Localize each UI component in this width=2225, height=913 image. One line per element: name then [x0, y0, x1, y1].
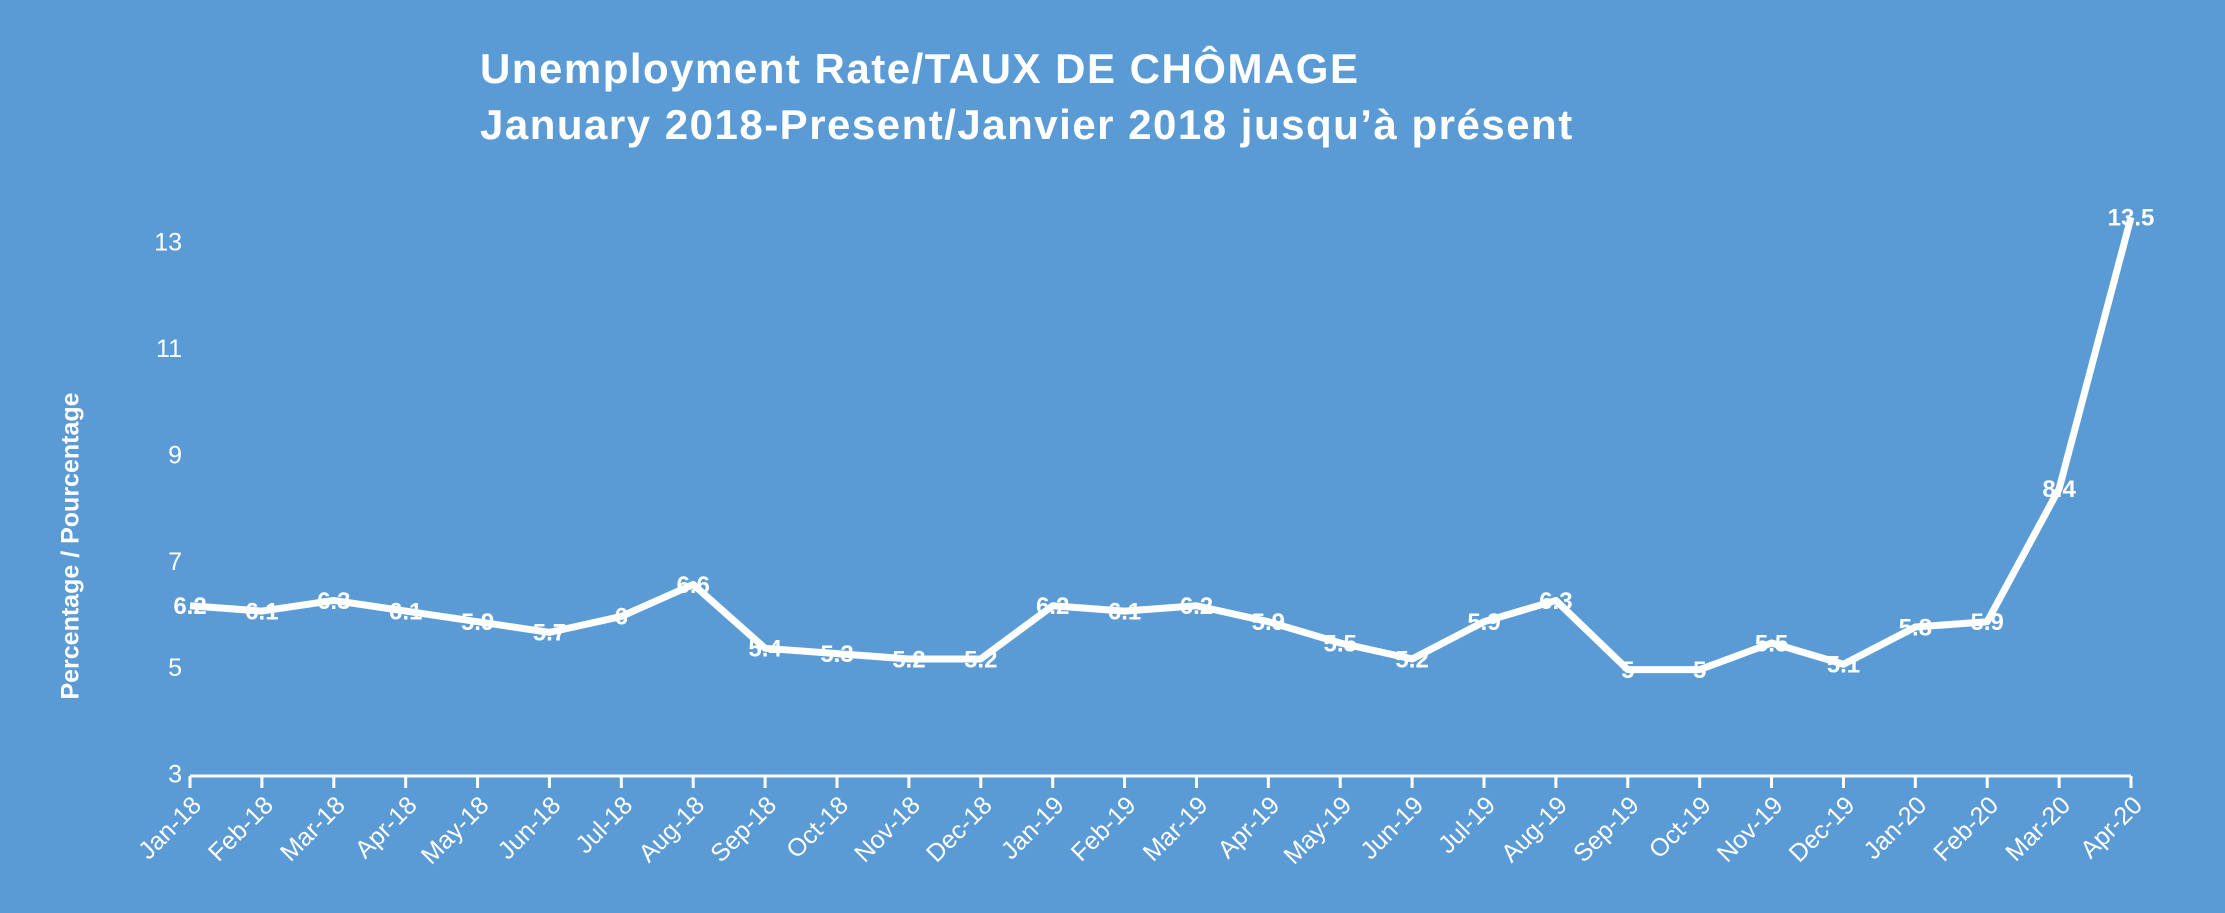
y-tick-label: 11 [156, 335, 182, 363]
data-label: 6.1 [389, 598, 422, 625]
y-tick-label: 5 [168, 654, 182, 682]
line-series [189, 216, 2135, 674]
data-label: 5.4 [748, 636, 782, 663]
y-tick-label: 3 [168, 761, 182, 789]
data-label: 5.2 [1395, 646, 1428, 673]
data-label: 5.2 [892, 646, 925, 673]
data-label: 8.4 [2042, 476, 2076, 503]
data-label: 5.7 [533, 620, 566, 647]
data-label: 6 [615, 604, 628, 631]
data-label: 6.3 [1539, 588, 1572, 615]
data-label: 5.1 [1827, 652, 1860, 679]
chart-subtitle: January 2018-Present/Janvier 2018 jusqu’… [480, 101, 1574, 148]
y-axis-label: Percentage / Pourcentage [57, 392, 85, 699]
y-tick-label: 7 [168, 548, 182, 576]
y-tick-label: 13 [154, 229, 182, 257]
data-label: 5 [1621, 657, 1634, 684]
data-label: 6.2 [1180, 593, 1213, 620]
data-label: 5.3 [820, 641, 853, 668]
data-label: 6.1 [1108, 598, 1141, 625]
data-label: 5.9 [1252, 609, 1285, 636]
y-tick-label: 9 [168, 441, 182, 469]
data-label: 6.2 [1036, 593, 1069, 620]
data-label: 5.5 [1755, 630, 1788, 657]
data-label: 6.1 [245, 598, 278, 625]
data-label: 5.9 [461, 609, 494, 636]
data-label: 5.2 [964, 646, 997, 673]
data-label: 5.5 [1324, 630, 1357, 657]
chart-title: Unemployment Rate/TAUX DE CHÔMAGE [480, 44, 1359, 92]
data-label: 5.9 [1467, 609, 1500, 636]
data-label: 5 [1693, 657, 1706, 684]
data-label: 6.2 [173, 593, 206, 620]
data-label: 6.3 [317, 588, 350, 615]
data-label: 5.8 [1899, 614, 1932, 641]
data-label: 5.9 [1971, 609, 2004, 636]
data-label: 6.6 [677, 572, 710, 599]
data-label: 13.5 [2108, 205, 2155, 232]
